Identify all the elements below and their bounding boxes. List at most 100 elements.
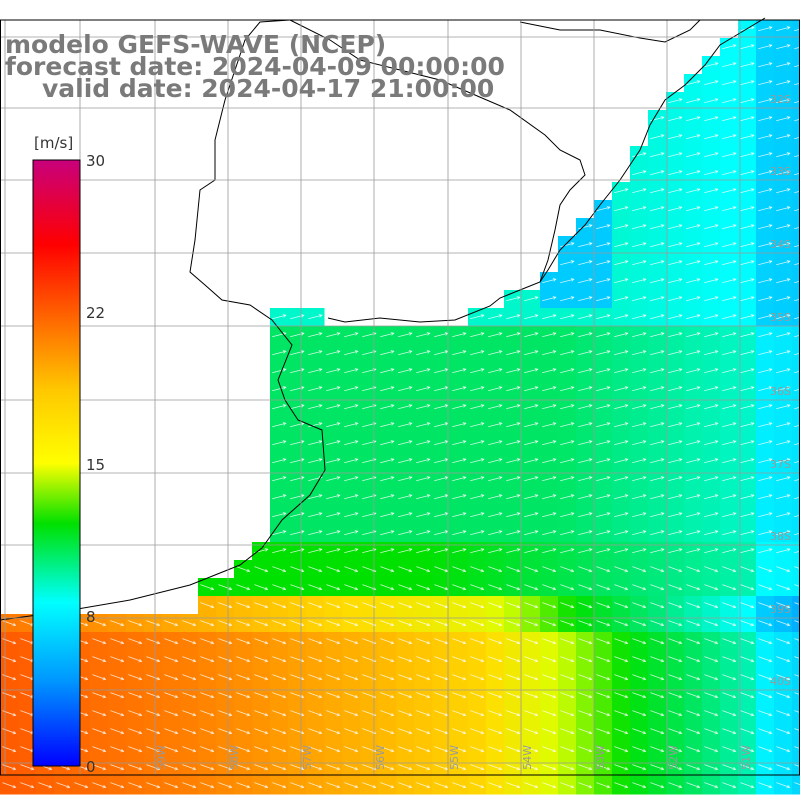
wind-arrow (794, 442, 800, 446)
lon-label: 53W (594, 745, 607, 770)
wind-arrow (344, 530, 359, 536)
wind-arrow (722, 44, 737, 50)
wind-arrow (164, 692, 179, 699)
wind-arrow (506, 296, 521, 302)
wind-arrow (380, 638, 395, 645)
wind-arrow (740, 422, 755, 428)
wind-arrow (452, 710, 467, 717)
wind-arrow (650, 746, 665, 753)
wind-arrow (308, 728, 323, 735)
wind-arrow (722, 260, 737, 266)
wind-arrow (776, 476, 791, 482)
wind-cell (792, 416, 800, 435)
wind-arrow (794, 532, 800, 536)
wind-arrow (578, 350, 593, 356)
wind-arrow (416, 710, 431, 717)
wind-arrow (686, 242, 701, 248)
wind-arrow (632, 494, 647, 500)
wind-arrow (668, 314, 683, 320)
wind-arrow (272, 548, 287, 554)
wind-arrow (542, 422, 557, 428)
wind-arrow (686, 638, 701, 645)
wind-arrow (254, 746, 269, 753)
wind-arrow (308, 368, 323, 374)
wind-arrow (380, 386, 395, 392)
wind-arrow (776, 332, 791, 338)
wind-arrow (650, 692, 665, 699)
wind-arrow (758, 512, 773, 518)
wind-arrow (272, 422, 287, 428)
wind-arrow (506, 620, 521, 627)
wind-arrow (218, 584, 233, 591)
wind-arrow (596, 584, 611, 591)
wind-cell (792, 614, 800, 633)
wind-arrow (758, 62, 773, 68)
wind-arrow (488, 674, 503, 681)
wind-arrow (380, 512, 395, 518)
wind-arrow (794, 620, 800, 624)
wind-arrow (290, 368, 305, 374)
wind-arrow (650, 710, 665, 717)
wind-arrow (758, 746, 773, 753)
wind-arrow (398, 602, 413, 609)
colorbar: [m/s] 30 22 15 8 0 (32, 134, 105, 776)
wind-arrow (272, 350, 287, 356)
wind-arrow (452, 386, 467, 392)
wind-cell (792, 128, 800, 147)
wind-arrow (344, 638, 359, 645)
wind-arrow (776, 278, 791, 284)
wind-cell (792, 38, 800, 57)
wind-arrow (398, 494, 413, 500)
wind-arrow (506, 404, 521, 410)
lon-label: 55W (448, 745, 461, 770)
wind-arrow (344, 602, 359, 609)
wind-arrow (794, 388, 800, 392)
wind-arrow (218, 710, 233, 717)
wind-arrow (542, 728, 557, 735)
wind-arrow (776, 692, 791, 699)
wind-arrow (452, 476, 467, 482)
wind-arrow (398, 422, 413, 428)
wind-arrow (596, 674, 611, 681)
wind-arrow (308, 386, 323, 392)
wind-arrow (470, 782, 485, 789)
wind-arrow (614, 260, 629, 266)
wind-arrow (434, 782, 449, 789)
wind-arrow (704, 152, 719, 158)
wind-arrow (398, 350, 413, 356)
wind-arrow (272, 314, 287, 320)
wind-arrow (128, 692, 143, 699)
wind-arrow (398, 584, 413, 591)
wind-arrow (272, 386, 287, 392)
wind-arrow (488, 602, 503, 609)
wind-arrow (704, 656, 719, 663)
wind-arrow (398, 368, 413, 374)
wind-arrow (722, 566, 737, 573)
wind-cell (792, 776, 800, 795)
wind-arrow (632, 620, 647, 627)
wind-arrow (542, 620, 557, 627)
wind-arrow (506, 602, 521, 609)
wind-arrow (614, 764, 629, 771)
wind-arrow (794, 298, 800, 302)
wind-arrow (632, 602, 647, 609)
wind-arrow (740, 764, 755, 771)
wind-arrow (470, 512, 485, 518)
wind-arrow (470, 602, 485, 609)
wind-arrow (740, 44, 755, 50)
wind-arrow (470, 332, 485, 338)
wind-arrow (740, 494, 755, 500)
wind-arrow (488, 440, 503, 446)
wind-arrow (614, 530, 629, 536)
wind-arrow (182, 692, 197, 699)
wind-arrow (614, 242, 629, 248)
wind-arrow (110, 638, 125, 645)
wind-arrow (758, 98, 773, 104)
wind-arrow (542, 386, 557, 392)
wind-arrow (578, 620, 593, 627)
wind-arrow (506, 566, 521, 573)
wind-arrow (740, 386, 755, 392)
wind-arrow (470, 314, 485, 320)
wind-arrow (686, 530, 701, 536)
wind-arrow (758, 728, 773, 735)
